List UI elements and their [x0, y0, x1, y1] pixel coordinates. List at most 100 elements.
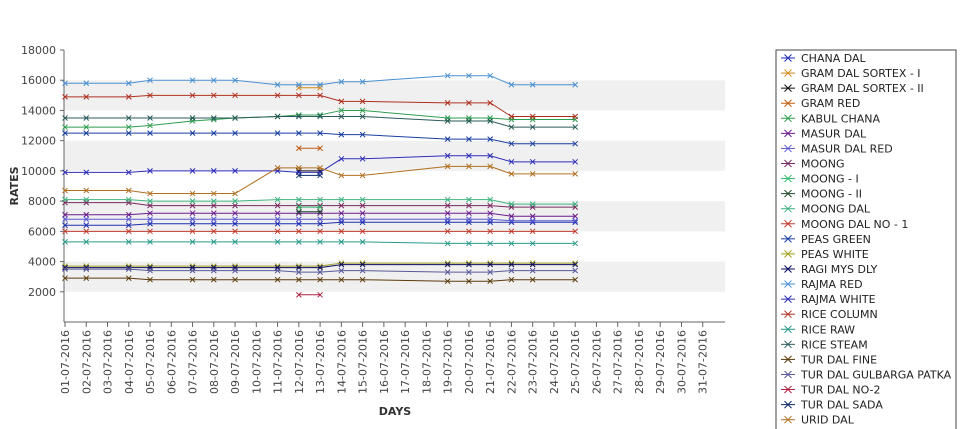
- series-10: [62, 196, 579, 207]
- data-point-marker: [572, 113, 579, 120]
- data-point-marker: [83, 216, 90, 223]
- data-point-marker: [487, 216, 494, 223]
- legend-item: RAJMA WHITE: [781, 293, 876, 306]
- legend-item: MOONG DAL NO - 1: [781, 218, 908, 231]
- data-point-marker: [232, 190, 238, 197]
- legend-marker: [784, 370, 792, 379]
- data-point-marker: [62, 211, 68, 218]
- data-point-marker: [572, 158, 579, 165]
- data-point-marker: [189, 130, 196, 136]
- data-point-marker: [125, 80, 132, 87]
- data-point-marker: [210, 190, 217, 197]
- data-point-marker: [317, 216, 323, 223]
- data-point-marker: [83, 222, 90, 229]
- data-point-marker: [274, 220, 281, 227]
- data-point-marker: [359, 113, 366, 120]
- data-point-marker: [317, 165, 323, 171]
- data-point-marker: [210, 115, 217, 121]
- data-point-marker: [210, 168, 217, 174]
- data-point-marker: [466, 278, 472, 285]
- legend-marker: [784, 415, 792, 424]
- data-point-marker: [572, 124, 579, 130]
- data-point-marker: [232, 210, 238, 217]
- legend-marker: [784, 400, 792, 409]
- data-point-marker: [444, 100, 451, 106]
- legend-label: TUR DAL FINE: [800, 353, 877, 366]
- data-point-marker: [529, 213, 536, 220]
- series-line: [65, 262, 576, 267]
- data-point-marker: [147, 216, 153, 223]
- series-5: [62, 210, 579, 220]
- data-point-marker: [189, 115, 196, 121]
- y-tick-label: 4000: [28, 256, 56, 269]
- data-point-marker: [444, 163, 451, 170]
- data-point-marker: [210, 216, 217, 223]
- data-point-marker: [508, 113, 515, 120]
- legend-item: MASUR DAL RED: [781, 142, 893, 155]
- x-tick-label: 30-07-2016: [675, 330, 688, 394]
- data-point-marker: [147, 92, 153, 99]
- data-point-marker: [189, 220, 196, 227]
- data-point-marker: [572, 201, 579, 207]
- data-point-marker: [338, 131, 345, 138]
- series-line: [65, 202, 576, 208]
- data-point-marker: [359, 210, 366, 217]
- data-point-marker: [444, 228, 451, 235]
- data-point-marker: [232, 130, 238, 136]
- data-point-marker: [359, 131, 366, 138]
- data-point-marker: [125, 239, 132, 245]
- data-point-marker: [466, 152, 472, 159]
- data-point-marker: [210, 267, 217, 274]
- data-point-marker: [83, 124, 90, 130]
- grid-band: [64, 231, 725, 262]
- legend-marker: [784, 144, 792, 153]
- series-line: [65, 268, 576, 273]
- legend-label: MOONG: [801, 157, 845, 170]
- data-point-marker: [466, 210, 472, 217]
- data-point-marker: [125, 196, 132, 203]
- data-point-marker: [487, 278, 494, 285]
- data-point-marker: [444, 152, 451, 159]
- data-point-marker: [232, 168, 238, 174]
- data-point-marker: [189, 210, 196, 217]
- legend-marker: [784, 189, 792, 198]
- data-point-marker: [125, 222, 132, 229]
- x-tick-label: 13-07-2016: [314, 330, 327, 394]
- legend-label: MASUR DAL: [801, 127, 867, 140]
- data-point-marker: [125, 124, 132, 130]
- legend-marker: [784, 174, 792, 183]
- data-point-marker: [338, 196, 345, 203]
- data-point-marker: [62, 130, 68, 136]
- legend-marker: [784, 114, 792, 123]
- x-tick-label: 08-07-2016: [208, 330, 221, 394]
- x-tick-label: 12-07-2016: [293, 330, 306, 394]
- series-line: [65, 199, 576, 205]
- y-tick-label: 6000: [28, 225, 56, 238]
- series-line: [65, 218, 576, 222]
- data-point-marker: [508, 81, 515, 88]
- legend-marker: [784, 295, 792, 303]
- data-point-marker: [317, 92, 323, 99]
- data-point-marker: [466, 216, 472, 223]
- data-point-marker: [508, 171, 515, 177]
- data-point-marker: [338, 172, 345, 179]
- legend-marker: [784, 69, 792, 77]
- data-point-marker: [508, 261, 515, 268]
- x-tick-label: 28-07-2016: [633, 330, 646, 394]
- data-point-marker: [466, 196, 472, 203]
- legend-marker: [784, 250, 792, 258]
- data-point-marker: [508, 240, 515, 247]
- data-point-marker: [295, 172, 302, 179]
- data-point-marker: [466, 261, 472, 268]
- data-point-marker: [189, 228, 196, 235]
- y-tick-label: 8000: [28, 195, 56, 208]
- series-6: [62, 216, 579, 224]
- legend-item: RICE COLUMN: [781, 308, 878, 321]
- data-point-marker: [317, 239, 323, 245]
- data-point-marker: [359, 196, 366, 203]
- data-point-marker: [338, 216, 345, 223]
- legend-label: TUR DAL SADA: [800, 399, 883, 412]
- series-line: [65, 132, 576, 145]
- series-layer: [62, 72, 579, 298]
- series-line: [65, 115, 576, 128]
